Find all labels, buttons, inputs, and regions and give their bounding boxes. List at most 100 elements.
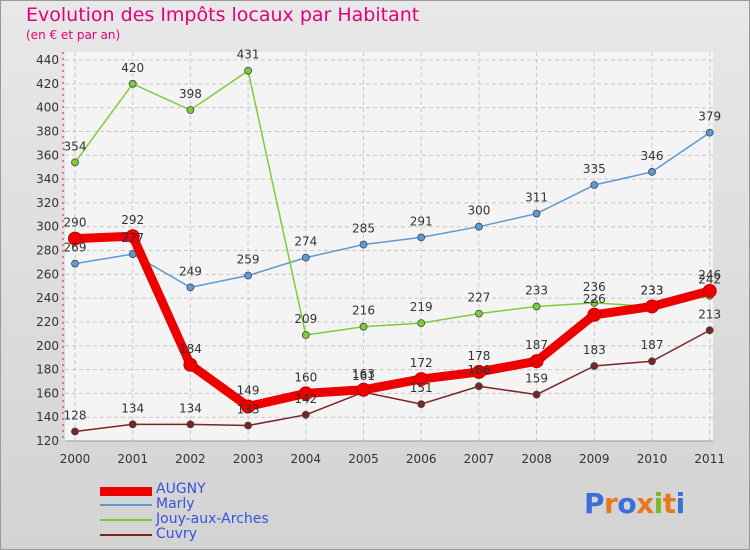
data-point — [532, 390, 541, 399]
y-tick-label: 320 — [36, 196, 59, 210]
y-tick-label: 240 — [36, 291, 59, 305]
legend-label-cuvry: Cuvry — [156, 526, 197, 542]
y-tick-label: 300 — [36, 220, 59, 234]
series-line — [70, 231, 715, 411]
legend-swatch-augny — [100, 487, 152, 496]
data-point — [474, 382, 483, 391]
chart-subtitle: (en € et par an) — [26, 28, 121, 42]
data-label: 183 — [583, 343, 606, 357]
data-point — [645, 299, 659, 314]
data-point — [301, 253, 310, 262]
y-tick-label: 400 — [36, 101, 59, 115]
data-label: 226 — [583, 292, 606, 306]
logo-letter: i — [653, 487, 664, 520]
y-tick-label: 380 — [36, 124, 59, 138]
data-label: 133 — [237, 403, 260, 417]
data-label: 259 — [237, 253, 260, 267]
data-label: 398 — [179, 87, 202, 101]
data-point — [587, 307, 602, 322]
data-point — [71, 259, 79, 268]
data-label: 142 — [294, 392, 317, 406]
data-point — [71, 427, 79, 436]
data-label: 277 — [121, 231, 144, 245]
logo-letter: o — [617, 487, 637, 520]
data-point — [301, 410, 310, 419]
x-tick-label: 2011 — [694, 452, 725, 466]
legend-swatch-marly — [100, 504, 152, 506]
data-label: 269 — [64, 241, 87, 255]
data-label: 178 — [467, 349, 490, 363]
data-point — [590, 181, 599, 189]
data-label: 151 — [410, 381, 433, 395]
data-point — [356, 382, 371, 397]
y-tick-label: 420 — [36, 77, 59, 91]
legend-label-augny: AUGNY — [156, 481, 206, 497]
logo-letter: P — [584, 487, 605, 520]
data-point — [125, 229, 140, 244]
logo-letter: i — [675, 487, 686, 520]
x-tick-label: 2010 — [637, 452, 668, 466]
data-point — [186, 283, 195, 292]
data-label: 242 — [698, 273, 721, 287]
logo-letter: x — [636, 487, 654, 520]
data-label: 128 — [64, 408, 87, 422]
data-label: 184 — [179, 342, 202, 356]
data-label: 291 — [410, 214, 433, 228]
data-label: 274 — [294, 235, 317, 249]
data-point — [71, 158, 79, 167]
plot-area — [65, 52, 713, 441]
data-label: 134 — [121, 401, 144, 415]
data-point — [417, 400, 426, 408]
data-label: 285 — [352, 222, 375, 236]
series-marly — [71, 128, 714, 292]
data-point — [359, 240, 368, 249]
data-point — [301, 331, 310, 339]
data-point — [417, 233, 426, 242]
data-point — [183, 357, 198, 372]
legend-item-augny: AUGNY — [100, 481, 360, 498]
data-point — [241, 399, 256, 414]
data-label: 227 — [467, 291, 490, 305]
data-point — [186, 106, 195, 114]
x-tick-label: 2005 — [348, 452, 379, 466]
y-tick-label: 120 — [36, 434, 59, 448]
series-augny — [68, 229, 717, 414]
data-label: 187 — [525, 338, 548, 352]
data-label: 213 — [698, 307, 721, 321]
legend-item-jouy: Jouy-aux-Arches — [100, 511, 360, 528]
data-label: 160 — [294, 370, 317, 384]
data-point — [590, 362, 599, 370]
x-tick-label: 2006 — [406, 452, 437, 466]
x-tick-label: 2008 — [521, 452, 552, 466]
logo-letter: t — [662, 487, 676, 520]
y-tick-label: 220 — [36, 315, 59, 329]
y-tick-label: 200 — [36, 339, 59, 353]
data-label: 335 — [583, 162, 606, 176]
data-point — [705, 128, 714, 137]
x-tick-label: 2007 — [464, 452, 495, 466]
data-label: 159 — [525, 372, 548, 386]
data-label: 246 — [698, 268, 721, 282]
data-label: 233 — [641, 283, 664, 297]
chart-title: Evolution des Impôts locaux par Habitant — [26, 4, 420, 26]
data-point — [474, 222, 483, 231]
data-label: 431 — [237, 48, 260, 62]
data-point — [244, 66, 253, 75]
logo-letter: r — [604, 487, 618, 520]
data-label: 134 — [179, 401, 202, 415]
y-tick-label: 260 — [36, 267, 59, 281]
x-tick-label: 2000 — [60, 452, 91, 466]
data-point — [298, 386, 313, 401]
data-label: 233 — [641, 283, 664, 297]
data-label: 172 — [410, 356, 433, 370]
data-point — [648, 357, 656, 366]
data-point — [529, 354, 544, 369]
data-point — [532, 302, 541, 311]
x-tick-label: 2002 — [175, 452, 206, 466]
data-label: 379 — [698, 110, 721, 124]
legend-label-marly: Marly — [156, 496, 195, 512]
data-label: 292 — [121, 213, 144, 227]
data-point — [474, 309, 483, 318]
data-label: 249 — [179, 264, 202, 278]
data-point — [128, 420, 137, 429]
